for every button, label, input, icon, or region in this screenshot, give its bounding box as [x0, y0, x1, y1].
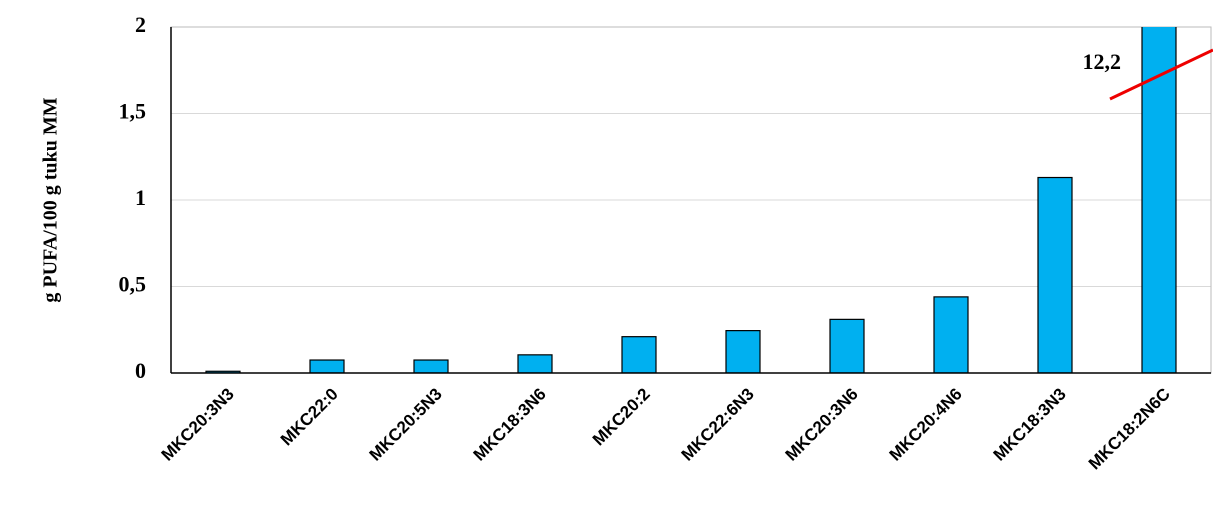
bar: [1037, 176, 1073, 373]
y-tick-label: 2: [135, 12, 146, 37]
x-tick-label: MKC20:2: [589, 384, 654, 449]
y-tick-label: 0,5: [119, 272, 147, 297]
x-tick-label: MKC20:3N3: [158, 384, 238, 464]
bar: [621, 336, 657, 373]
bar: [829, 318, 865, 373]
x-tick-label: MKC20:3N6: [782, 384, 862, 464]
y-tick-label: 1: [135, 185, 146, 210]
value-label: 12,2: [1083, 49, 1122, 74]
bar: [725, 330, 761, 373]
x-tick-label: MKC18:3N6: [470, 384, 550, 464]
labels: 0 0,5 1 1,5 2 MKC20:3N3 MKC22:0 MKC20:5N3 MKC18:…: [119, 12, 1174, 473]
axis-break-marker: [1109, 48, 1213, 101]
x-tick-label: MKC18:2N6C: [1085, 384, 1174, 473]
y-tick-label: 0: [135, 358, 146, 383]
x-tick-label: MKC18:3N3: [990, 384, 1070, 464]
bar: [413, 359, 449, 373]
bar: [933, 296, 969, 373]
x-tick-label: MKC20:5N3: [366, 384, 446, 464]
x-tick-label: MKC22:0: [277, 384, 342, 449]
x-tick-label: MKC20:4N6: [886, 384, 966, 464]
bars: [205, 27, 1177, 373]
bar: [1141, 27, 1177, 373]
x-tick-label: MKC22:6N3: [678, 384, 758, 464]
bar: [309, 359, 345, 373]
y-axis-label: g PUFA/100 g tuku MM: [40, 97, 62, 302]
bar: [517, 354, 553, 373]
y-tick-label: 1,5: [119, 99, 147, 124]
